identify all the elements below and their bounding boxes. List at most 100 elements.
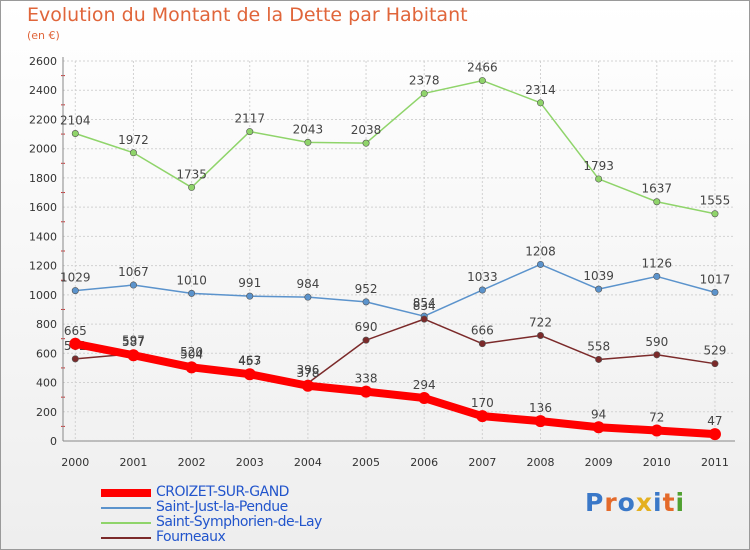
series-line-saint-symphorien-de-lay [74, 79, 716, 215]
data-label-croizet-sur-gand: 338 [355, 372, 378, 386]
data-label-saint-symphorien-de-lay: 2378 [409, 73, 440, 87]
data-point-saint-just-la-pendue [188, 289, 196, 297]
data-point-fourneaux [711, 360, 719, 368]
data-label-saint-just-la-pendue: 984 [296, 277, 319, 291]
data-point-saint-symphorien-de-lay [71, 129, 79, 137]
y-tick-label: 800 [36, 318, 57, 331]
data-label-croizet-sur-gand: 457 [238, 354, 261, 368]
data-label-saint-symphorien-de-lay: 2314 [525, 83, 556, 97]
data-label-saint-just-la-pendue: 1017 [700, 272, 731, 286]
data-point-saint-symphorien-de-lay [129, 149, 137, 157]
data-point-saint-just-la-pendue [711, 288, 719, 296]
x-tick-label: 2011 [701, 456, 729, 469]
y-tick-label: 1000 [29, 289, 57, 302]
y-tick-label: 0 [50, 435, 57, 448]
data-label-saint-just-la-pendue: 1208 [525, 244, 556, 258]
x-tick-label: 2001 [119, 456, 147, 469]
data-label-croizet-sur-gand: 665 [64, 324, 87, 338]
data-point-fourneaux [71, 355, 79, 363]
chart-subtitle: (en €) [27, 29, 60, 42]
data-point-fourneaux [653, 351, 661, 359]
data-label-saint-symphorien-de-lay: 2038 [351, 123, 382, 137]
proxiti-logo: Proxiti [585, 488, 685, 517]
x-tick-label: 2000 [61, 456, 89, 469]
data-label-fourneaux: 666 [471, 324, 494, 338]
data-label-saint-just-la-pendue: 991 [238, 276, 261, 290]
data-point-fourneaux [478, 340, 486, 348]
data-label-fourneaux: 396 [296, 363, 319, 377]
chart-title: Evolution du Montant de la Dette par Hab… [27, 4, 468, 26]
data-label-fourneaux: 558 [587, 339, 610, 353]
data-label-saint-symphorien-de-lay: 2104 [60, 113, 91, 127]
y-tick-label: 1400 [29, 230, 57, 243]
logo-letter: t [662, 488, 676, 517]
x-tick-label: 2003 [236, 456, 264, 469]
data-label-saint-symphorien-de-lay: 2466 [467, 61, 498, 75]
logo-letter: P [585, 488, 605, 517]
data-point-croizet-sur-gand [534, 415, 547, 428]
data-label-saint-just-la-pendue: 1033 [467, 270, 498, 284]
data-label-croizet-sur-gand: 170 [471, 396, 494, 410]
data-point-saint-symphorien-de-lay [478, 77, 486, 85]
line-chart: 0 200 400 600 800 1000 1200 1400 1600 1800 2000 220… [29, 55, 735, 469]
y-tick-label: 400 [36, 377, 57, 390]
data-point-saint-symphorien-de-lay [653, 198, 661, 206]
data-point-croizet-sur-gand [476, 410, 489, 423]
y-tick-label: 600 [36, 347, 57, 360]
data-label-saint-just-la-pendue: 952 [355, 282, 378, 296]
data-point-saint-symphorien-de-lay [362, 139, 370, 147]
data-point-saint-just-la-pendue [536, 260, 544, 268]
series-line-fourneaux [74, 318, 716, 384]
data-label-fourneaux: 834 [413, 299, 436, 313]
data-point-fourneaux [420, 315, 428, 323]
data-label-fourneaux: 590 [645, 335, 668, 349]
data-point-fourneaux [362, 336, 370, 344]
data-label-saint-just-la-pendue: 1010 [176, 273, 207, 287]
y-tick-label: 1600 [29, 201, 57, 214]
data-point-saint-just-la-pendue [71, 287, 79, 295]
data-label-saint-just-la-pendue: 1126 [642, 256, 673, 270]
logo-letter: i [675, 488, 686, 517]
x-tick-label: 2005 [352, 456, 380, 469]
legend-label: Saint-Just-la-Pendue [156, 499, 288, 515]
data-label-saint-symphorien-de-lay: 1637 [642, 182, 673, 196]
logo-letter: x [635, 488, 653, 517]
legend-swatch [101, 489, 151, 497]
data-point-croizet-sur-gand [360, 385, 373, 398]
y-tick-label: 1800 [29, 172, 57, 185]
legend-swatch [101, 507, 151, 509]
data-label-saint-symphorien-de-lay: 2117 [234, 112, 265, 126]
data-point-croizet-sur-gand [185, 361, 198, 374]
data-point-saint-just-la-pendue [304, 293, 312, 301]
data-point-croizet-sur-gand [418, 392, 431, 405]
data-point-croizet-sur-gand [243, 368, 256, 381]
y-tick-label: 2400 [29, 84, 57, 97]
y-tick-label: 2600 [29, 55, 57, 68]
data-label-fourneaux: 690 [355, 320, 378, 334]
data-point-croizet-sur-gand [708, 428, 721, 441]
x-tick-label: 2006 [410, 456, 438, 469]
legend-swatch [101, 522, 151, 524]
data-point-fourneaux [595, 355, 603, 363]
legend-swatch [101, 537, 151, 539]
x-tick-label: 2007 [468, 456, 496, 469]
data-point-croizet-sur-gand [650, 424, 663, 437]
data-label-croizet-sur-gand: 504 [180, 347, 203, 361]
logo-letter: i [653, 488, 663, 517]
legend-label: Fourneaux [156, 529, 226, 545]
legend-label: CROIZET-SUR-GAND [156, 484, 289, 500]
y-tick-label: 2000 [29, 143, 57, 156]
x-tick-label: 2009 [585, 456, 613, 469]
data-point-fourneaux [536, 331, 544, 339]
data-label-saint-symphorien-de-lay: 1735 [176, 167, 207, 181]
legend-label: Saint-Symphorien-de-Lay [156, 514, 322, 530]
x-tick-label: 2002 [178, 456, 206, 469]
data-label-croizet-sur-gand: 136 [529, 401, 552, 415]
data-point-saint-symphorien-de-lay [420, 89, 428, 97]
data-label-fourneaux: 520 [180, 345, 203, 359]
data-label-saint-symphorien-de-lay: 1555 [700, 194, 731, 208]
data-point-croizet-sur-gand [127, 349, 140, 362]
data-point-saint-just-la-pendue [246, 292, 254, 300]
data-point-saint-just-la-pendue [478, 286, 486, 294]
data-label-fourneaux: 722 [529, 315, 552, 329]
